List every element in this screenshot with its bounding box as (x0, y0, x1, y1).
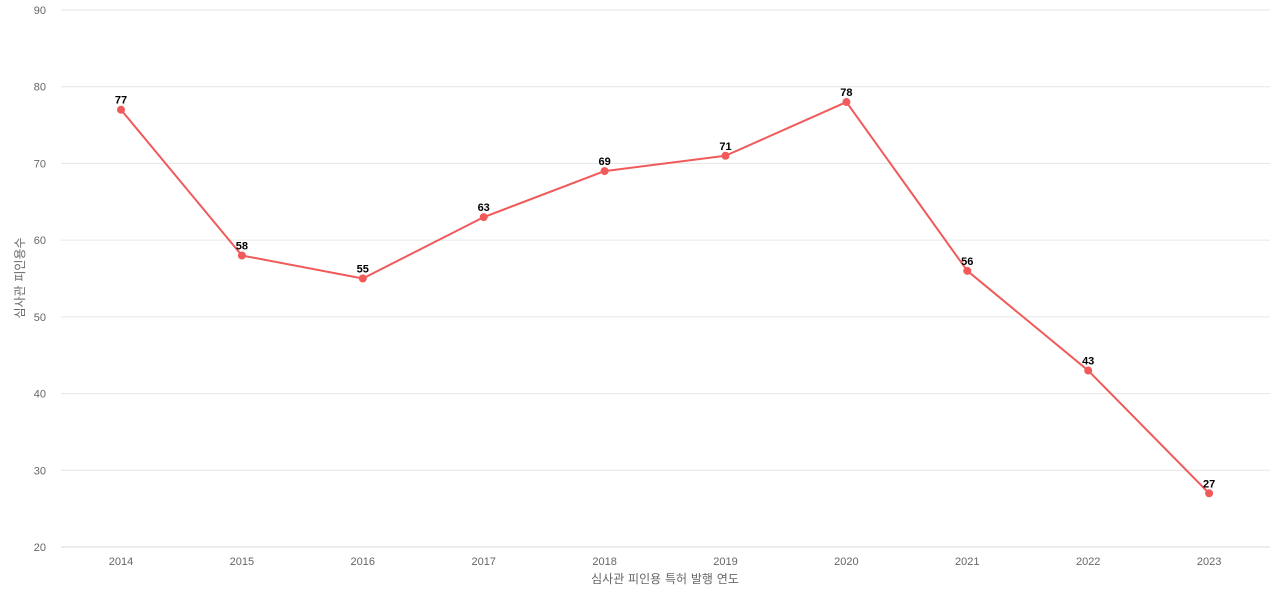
y-tick-label: 60 (34, 235, 46, 247)
y-axis-title: 심사관 피인용수 (13, 237, 27, 318)
x-tick-label: 2021 (955, 556, 979, 568)
data-label: 71 (719, 141, 731, 153)
data-point[interactable] (237, 251, 246, 260)
data-point[interactable] (963, 266, 972, 275)
x-tick-label: 2023 (1197, 556, 1221, 568)
data-point[interactable] (842, 98, 851, 107)
series-line (120, 101, 1210, 495)
data-label: 69 (598, 156, 610, 168)
y-axis-ticks: 20 30 40 50 60 70 80 90 (34, 5, 46, 554)
data-point[interactable] (600, 167, 609, 176)
data-point[interactable] (1084, 366, 1093, 375)
y-tick-label: 90 (34, 5, 46, 17)
x-axis-ticks: 2014 2015 2016 2017 2018 2019 2020 2021 2022 2023 (109, 556, 1222, 568)
data-point[interactable] (358, 274, 367, 283)
data-label: 55 (357, 264, 369, 276)
x-tick-label: 2020 (834, 556, 858, 568)
data-point[interactable] (1205, 489, 1214, 498)
y-tick-label: 50 (34, 312, 46, 324)
x-tick-label: 2015 (230, 556, 254, 568)
data-point[interactable] (117, 105, 125, 114)
x-tick-label: 2018 (592, 556, 616, 568)
data-label: 78 (840, 87, 852, 99)
x-tick-label: 2019 (713, 556, 737, 568)
x-tick-label: 2022 (1076, 556, 1100, 568)
data-point[interactable] (479, 213, 488, 222)
data-label: 43 (1082, 356, 1094, 368)
data-labels: 77 58 55 63 69 71 78 56 43 27 (115, 87, 1215, 490)
y-tick-label: 70 (34, 158, 46, 170)
x-axis-title: 심사관 피인용 특허 발행 연도 (591, 571, 739, 586)
y-tick-label: 40 (34, 389, 46, 401)
y-tick-label: 80 (34, 82, 46, 94)
data-label: 58 (236, 240, 248, 252)
data-label: 77 (115, 95, 127, 107)
x-tick-label: 2016 (351, 556, 375, 568)
series-layer (117, 98, 1214, 498)
y-tick-label: 20 (34, 542, 46, 554)
y-tick-label: 30 (34, 465, 46, 477)
data-label: 56 (961, 256, 973, 268)
x-tick-label: 2014 (109, 556, 133, 568)
x-tick-label: 2017 (471, 556, 495, 568)
grid-layer (61, 9, 1270, 548)
data-label: 27 (1203, 478, 1215, 490)
data-point[interactable] (721, 151, 730, 160)
data-label: 63 (478, 202, 490, 214)
